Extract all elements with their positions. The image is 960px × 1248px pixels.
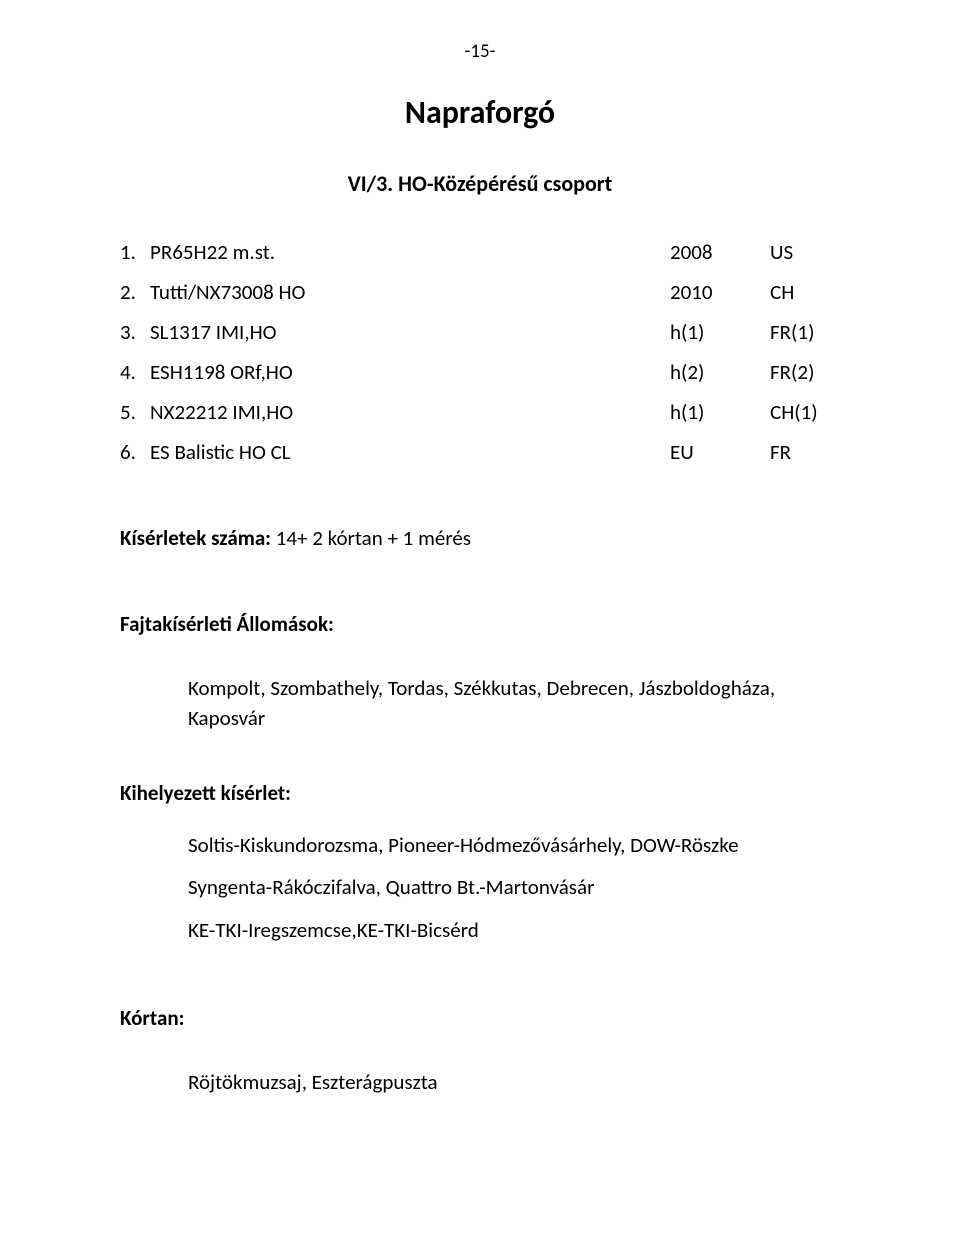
fajta-body: Kompolt, Szombathely, Tordas, Székkutas,… <box>120 673 840 734</box>
list-row: 1. PR65H22 m.st. 2008 US <box>120 239 840 265</box>
row-name: ESH1198 ORf,HO <box>150 359 670 385</box>
row-col-a: EU <box>670 439 770 465</box>
row-col-b: US <box>770 239 840 265</box>
row-number: 2. <box>120 279 150 305</box>
row-name: ES Balistic HO CL <box>150 439 670 465</box>
row-col-a: h(1) <box>670 399 770 425</box>
kiserletek-value: 14+ 2 kórtan + 1 mérés <box>271 525 471 551</box>
page-title: Napraforgó <box>120 93 840 132</box>
page-number: -15- <box>120 40 840 63</box>
page: -15- Napraforgó VI/3. HO-Középérésű csop… <box>0 0 960 1248</box>
list-row: 4. ESH1198 ORf,HO h(2) FR(2) <box>120 359 840 385</box>
row-name: PR65H22 m.st. <box>150 239 670 265</box>
subtitle: VI/3. HO-Középérésű csoport <box>120 170 840 197</box>
row-name: SL1317 IMI,HO <box>150 319 670 345</box>
kiserletek-label: Kísérletek száma: <box>120 525 271 551</box>
row-col-a: h(1) <box>670 319 770 345</box>
fajta-heading: Fajtakísérleti Állomások: <box>120 611 840 637</box>
row-number: 5. <box>120 399 150 425</box>
row-number: 4. <box>120 359 150 385</box>
row-col-a: 2010 <box>670 279 770 305</box>
row-number: 3. <box>120 319 150 345</box>
row-col-b: CH <box>770 279 840 305</box>
list-row: 5. NX22212 IMI,HO h(1) CH(1) <box>120 399 840 425</box>
kortan-body: Röjtökmuzsaj, Eszterágpuszta <box>120 1067 840 1097</box>
kihely-line: Soltis-Kiskundorozsma, Pioneer-Hódmezővá… <box>188 830 840 860</box>
row-col-a: 2008 <box>670 239 770 265</box>
row-col-b: CH(1) <box>770 399 840 425</box>
row-name: NX22212 IMI,HO <box>150 399 670 425</box>
list-row: 3. SL1317 IMI,HO h(1) FR(1) <box>120 319 840 345</box>
row-col-b: FR(2) <box>770 359 840 385</box>
list-row: 2. Tutti/NX73008 HO 2010 CH <box>120 279 840 305</box>
kihely-body: Soltis-Kiskundorozsma, Pioneer-Hódmezővá… <box>120 830 840 945</box>
kihely-line: KE-TKI-Iregszemcse,KE-TKI-Bicsérd <box>188 915 840 945</box>
kihely-line: Syngenta-Rákóczifalva, Quattro Bt.-Marto… <box>188 872 840 902</box>
row-number: 6. <box>120 439 150 465</box>
fajta-text: Kompolt, Szombathely, Tordas, Székkutas,… <box>188 673 840 734</box>
kortan-text: Röjtökmuzsaj, Eszterágpuszta <box>188 1067 840 1097</box>
list-row: 6. ES Balistic HO CL EU FR <box>120 439 840 465</box>
row-col-b: FR <box>770 439 840 465</box>
list: 1. PR65H22 m.st. 2008 US 2. Tutti/NX7300… <box>120 239 840 465</box>
kiserletek-line: Kísérletek száma: 14+ 2 kórtan + 1 mérés <box>120 525 840 551</box>
row-number: 1. <box>120 239 150 265</box>
kortan-heading: Kórtan: <box>120 1005 840 1031</box>
kihely-heading: Kihelyezett kísérlet: <box>120 780 840 806</box>
row-col-a: h(2) <box>670 359 770 385</box>
row-name: Tutti/NX73008 HO <box>150 279 670 305</box>
row-col-b: FR(1) <box>770 319 840 345</box>
